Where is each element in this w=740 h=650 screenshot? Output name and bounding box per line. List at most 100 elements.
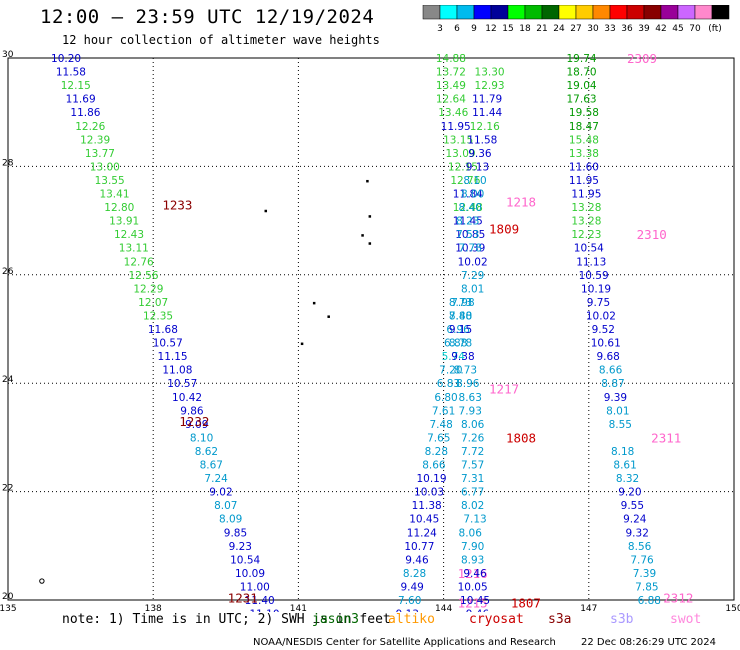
wave-height-value: 11.95 [571,189,601,201]
wave-height-value: 7.48 [429,419,452,431]
wave-height-value: 12.23 [571,229,601,241]
pass-time-label: 1216 [458,566,488,581]
wave-height-value: 8.10 [463,175,486,187]
lat-tick-label: 22 [2,484,13,494]
island-marker [300,342,304,346]
wave-height-value: 12.16 [470,121,500,133]
wave-height-value: 13.41 [99,189,129,201]
wave-height-value: 8.28 [403,568,426,580]
wave-height-value: 10.45 [409,514,439,526]
wave-height-value: 11.58 [467,134,497,146]
wave-height-value: 6.88 [638,595,661,607]
wave-height-value: 9.13 [396,609,419,612]
wave-height-value: 12.15 [61,80,91,92]
wave-height-value: 7.76 [630,554,654,566]
wave-height-value: 7.48 [449,310,472,322]
pass-time-label: 1233 [162,197,192,212]
wave-height-value: 9.32 [626,527,649,539]
legend-s3b: s3b [610,612,634,627]
wave-height-value: 8.00 [461,189,484,201]
page-subtitle: 12 hour collection of altimeter wave hei… [62,33,380,47]
wave-height-value: 7.29 [461,270,484,282]
footer-credit: NOAA/NESDIS Center for Satellite Applica… [253,637,556,648]
wave-height-value: 13.72 [436,67,466,79]
wave-height-value: 8.78 [449,338,472,350]
colorbar-label: 9 [471,24,477,34]
wave-height-value: 10.19 [581,283,611,295]
wave-height-value: 10.45 [460,595,490,607]
pass-time-label: 1218 [506,195,536,210]
note-row: note: 1) Time is in UTC; 2) SWH is in fe… [0,612,740,630]
lat-tick-label: 26 [2,267,14,277]
wave-height-value: 10.03 [414,487,444,499]
wave-height-value: 11.69 [66,94,96,106]
wave-height-value: 10.20 [51,53,81,65]
wave-height-value: 11.79 [472,94,502,106]
wave-height-value: 12.29 [133,283,163,295]
wave-height-value: 9.36 [468,148,492,160]
lat-tick-label: 30 [2,50,14,60]
wave-height-value: 10.57 [153,338,183,350]
wave-height-value: 8.09 [219,514,242,526]
lon-tick-label: 150 [725,604,740,612]
wave-height-value: 10.09 [235,568,265,580]
colorbar-label: 15 [502,24,513,34]
wave-height-value: 13.28 [571,202,601,214]
wave-height-value: 8.55 [609,419,632,431]
footer-timestamp: 22 Dec 08:26:29 UTC 2024 [581,637,716,648]
wave-height-value: 12.56 [128,270,158,282]
island-marker [368,242,372,245]
wave-height-value: 12.80 [104,202,134,214]
wave-height-value: 12.15 [448,161,478,173]
wave-height-value: 13.91 [109,216,139,228]
pass-time-label: 1232 [179,414,209,429]
colorbar-label: 27 [570,24,581,34]
wave-height-value: 8.66 [599,365,623,377]
lon-tick-label: 147 [580,604,597,612]
colorbar-label: 18 [519,24,531,34]
colorbar-label: 42 [655,24,666,34]
wave-height-value: 11.60 [569,161,599,173]
pass-time-label: 1809 [489,222,519,237]
wave-height-value: 10.59 [579,270,609,282]
wave-height-value: 8.10 [190,432,213,444]
wave-height-value: 8.62 [195,446,218,458]
colorbar-label: 21 [536,24,547,34]
wave-height-value: 11.13 [576,256,606,268]
island-marker [264,209,268,213]
wave-height-value: 11.15 [158,351,188,363]
wave-height-value: 9.46 [463,568,487,580]
wave-height-value: 7.85 [635,581,658,593]
colorbar-legend: 3 6 9 12 15 18 21 24 27 30 33 36 39 42 45 70 (ft) [422,5,730,34]
page-title: 12:00 – 23:59 UTC 12/19/2024 [40,6,375,28]
legend-s3a: s3a [548,612,572,627]
pass-time-label: 1807 [511,596,541,611]
wave-height-value: 11.00 [240,581,270,593]
wave-height-value: 9.75 [587,297,610,309]
wave-height-value: 6.80 [434,392,457,404]
lon-tick-label: 138 [145,604,162,612]
wave-height-value: 7.20 [439,365,462,377]
wave-height-value: 13.00 [90,161,120,173]
wave-height-value: 6.83 [437,378,460,390]
colorbar-label: 24 [553,24,565,34]
wave-height-value: 9.39 [604,392,627,404]
pass-time-label: 1808 [506,430,536,445]
wave-height-value: 15.48 [569,134,599,146]
wave-height-value: 11.10 [249,609,279,612]
wave-height-value: 9.23 [229,541,252,553]
colorbar-label: 45 [672,24,683,34]
island-marker [368,215,372,218]
wave-height-value: 17.63 [567,94,597,106]
wave-height-value: 6.88 [444,338,467,350]
wave-height-value: 12.26 [75,121,105,133]
wave-height-value: 12.48 [453,202,483,214]
wave-height-value: 10.54 [230,554,260,566]
lat-tick-label: 28 [2,158,14,168]
wave-height-value: 7.13 [463,514,486,526]
pass-time-label: 2309 [627,51,657,66]
wave-height-value: 10.54 [574,243,604,255]
legend-jason3: jason3 [312,612,359,627]
wave-height-value: 12.76 [124,256,154,268]
wave-height-value: 19.74 [567,53,597,65]
